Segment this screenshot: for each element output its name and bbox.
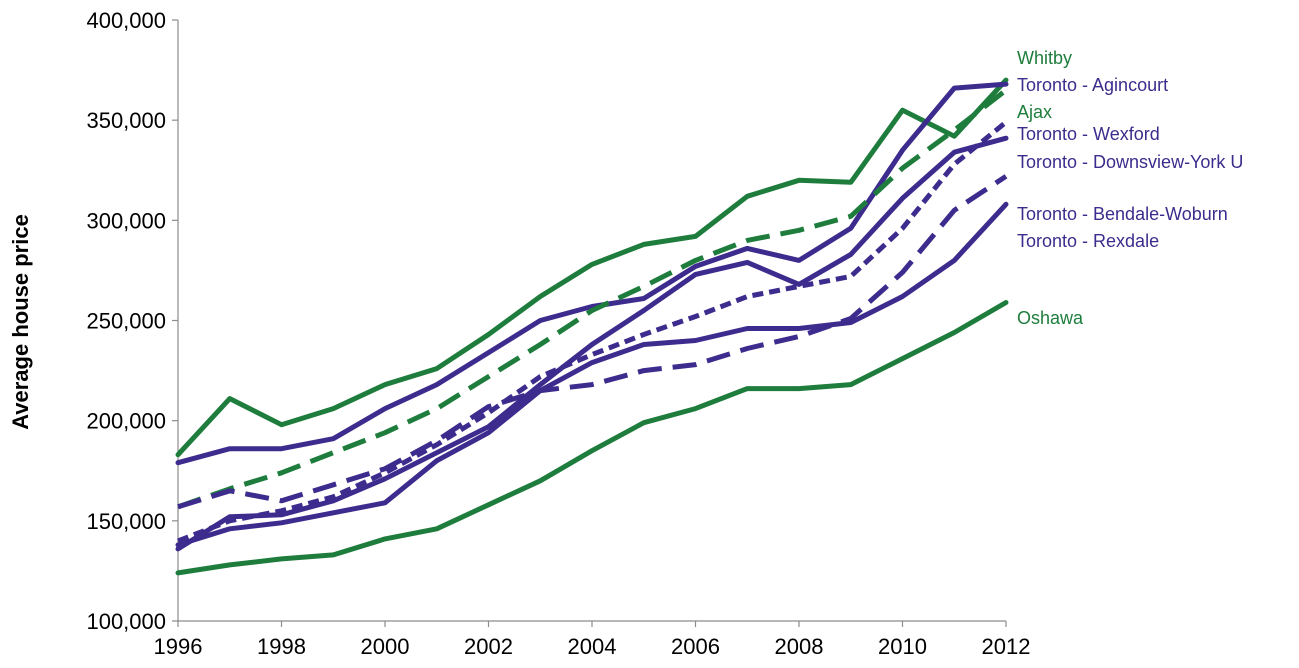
y-axis-title: Average house price [8,214,33,430]
x-tick-label: 2004 [568,634,617,659]
y-tick-label: 200,000 [86,409,166,434]
x-tick-label: 2008 [775,634,824,659]
series-line-ajax [177,88,1008,510]
legend-label-toronto-downsview-york-u: Toronto - Downsview-York U [1017,152,1243,172]
series-line-toronto-downsview-york-u [175,135,1009,552]
x-tick-label: 1996 [154,634,203,659]
y-tick-label: 350,000 [86,108,166,133]
legend-label-toronto-agincourt: Toronto - Agincourt [1017,75,1168,95]
y-tick-label: 400,000 [86,8,166,33]
series-lines [175,77,1009,576]
y-tick-label: 300,000 [86,208,166,233]
x-tick-label: 2012 [982,634,1031,659]
y-tick-label: 150,000 [86,509,166,534]
axes [177,20,1006,622]
x-tick-label: 2006 [671,634,720,659]
legend-label-ajax: Ajax [1017,102,1052,122]
legend-label-toronto-rexdale: Toronto - Rexdale [1017,231,1159,251]
y-axis-ticks: 100,000 150,000 200,000 250,000 300,000 350,0… [86,8,178,634]
x-axis-ticks: 1996 1998 2000 2002 2004 2006 2008 2010 2012 [154,621,1031,659]
legend-label-toronto-bendale-woburn: Toronto - Bendale-Woburn [1017,204,1228,224]
series-line-toronto-bendale-woburn [177,174,1008,510]
x-tick-label: 2002 [464,634,513,659]
x-tick-label: 2010 [878,634,927,659]
x-tick-label: 1998 [257,634,306,659]
legend-label-oshawa: Oshawa [1017,308,1084,328]
series-line-toronto-rexdale [175,201,1009,548]
y-tick-label: 100,000 [86,609,166,634]
x-tick-label: 2000 [361,634,410,659]
series-line-toronto-agincourt [175,81,1009,466]
legend-label-whitby: Whitby [1017,48,1072,68]
legend-label-toronto-wexford: Toronto - Wexford [1017,124,1160,144]
y-tick-label: 250,000 [86,309,166,334]
series-line-whitby [175,77,1009,458]
series-line-toronto-wexford [177,120,1008,544]
series-line-oshawa [175,300,1009,576]
